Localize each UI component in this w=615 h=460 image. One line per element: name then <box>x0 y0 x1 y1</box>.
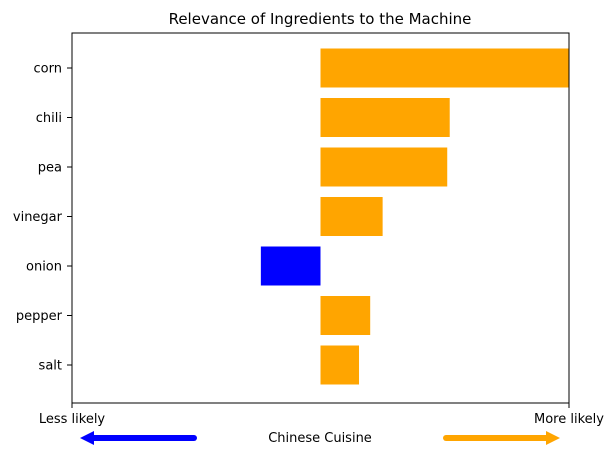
y-tick-label-corn: corn <box>34 62 62 77</box>
y-tick-label-chili: chili <box>36 111 62 126</box>
bar-pea <box>320 147 448 187</box>
less-likely-arrow <box>80 431 197 445</box>
x-axis-label: Chinese Cuisine <box>268 431 372 446</box>
y-tick-layer: corn chili pea vinegar onion pepper salt <box>13 62 72 374</box>
bar-pepper <box>320 296 371 335</box>
x-left-label: Less likely <box>39 412 106 427</box>
chart-title: Relevance of Ingredients to the Machine <box>169 10 472 28</box>
bars-layer <box>260 48 569 385</box>
bar-vinegar <box>320 197 383 236</box>
bar-chili <box>320 98 450 137</box>
plot-frame <box>71 32 570 404</box>
y-tick-label-vinegar: vinegar <box>13 210 63 225</box>
x-right-label: More likely <box>534 412 604 427</box>
bar-corn <box>320 48 569 88</box>
y-tick-label-onion: onion <box>26 260 62 275</box>
bar-salt <box>320 345 360 385</box>
y-tick-label-salt: salt <box>39 359 62 374</box>
bar-onion <box>260 246 321 286</box>
y-tick-label-pea: pea <box>38 161 62 176</box>
y-tick-label-pepper: pepper <box>16 309 63 324</box>
more-likely-arrow <box>443 431 560 445</box>
